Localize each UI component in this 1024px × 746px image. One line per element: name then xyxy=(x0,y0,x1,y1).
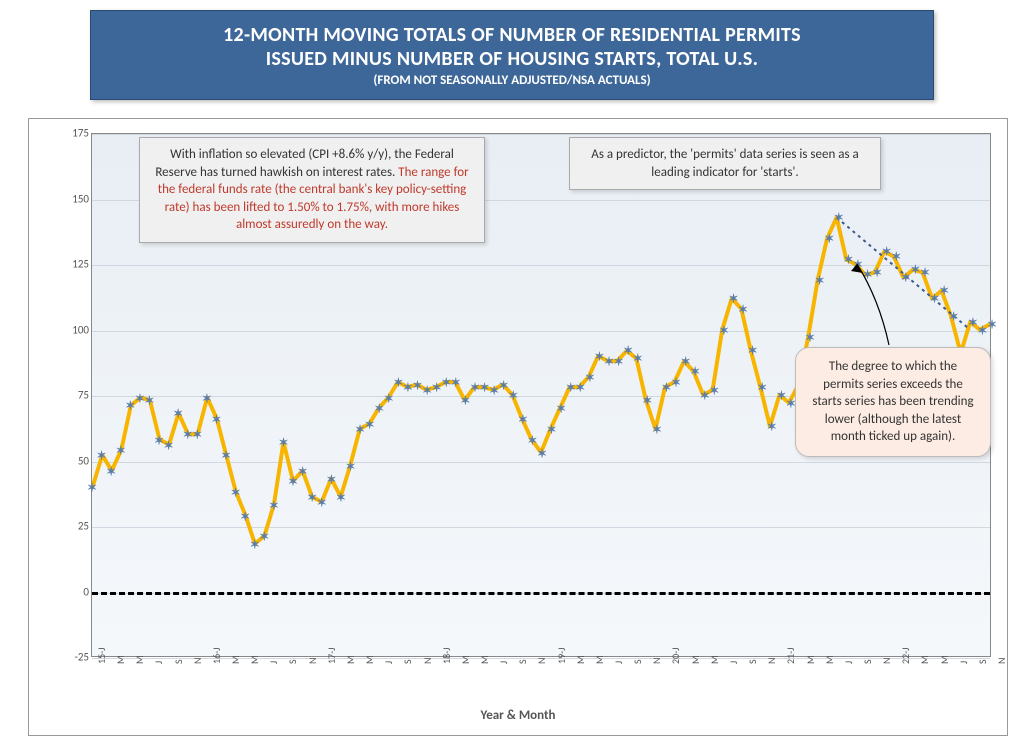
chart-title-line1: 12-MONTH MOVING TOTALS OF NUMBER OF RESI… xyxy=(101,23,923,47)
chart-title-line2: ISSUED MINUS NUMBER OF HOUSING STARTS, T… xyxy=(101,47,923,71)
chart-container: Net Units (000s) - Sums of Latest 12 Mon… xyxy=(28,118,1008,736)
chart-title-sub: (FROM NOT SEASONALLY ADJUSTED/NSA ACTUAL… xyxy=(101,73,923,88)
chart-title-banner: 12-MONTH MOVING TOTALS OF NUMBER OF RESI… xyxy=(90,10,934,100)
callout-arrow xyxy=(29,119,1007,735)
